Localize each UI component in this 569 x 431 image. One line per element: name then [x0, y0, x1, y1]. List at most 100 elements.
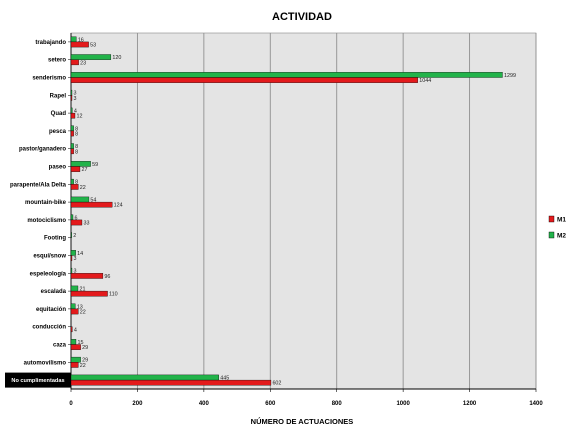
- category-label: No cumplimentadas: [11, 378, 64, 384]
- bar-m1: [70, 95, 73, 101]
- data-label-m1: 124: [114, 203, 123, 209]
- data-label-m2: 2: [73, 233, 76, 239]
- category-label: automovilismo: [24, 360, 67, 366]
- data-label-m2: 59: [92, 162, 98, 168]
- category-label: parapente/Ala Delta: [10, 182, 67, 188]
- bar-m2: [70, 161, 91, 167]
- bar-m1: [70, 379, 272, 386]
- bar-m2: [70, 339, 77, 345]
- bar-m2: [70, 267, 73, 274]
- category-label: motociclismo: [27, 218, 66, 224]
- data-label-m2: 3: [73, 269, 76, 275]
- bar-m1: [70, 148, 74, 155]
- x-tick-label: 1400: [529, 401, 543, 407]
- data-label-m1: 33: [83, 221, 89, 227]
- data-label-m1: 8: [75, 132, 78, 138]
- bar-m1: [70, 273, 104, 279]
- legend-swatch: [548, 231, 555, 239]
- bar-m2: [70, 196, 90, 203]
- data-label-m2: 3: [73, 91, 76, 97]
- bar-m1: [70, 219, 83, 226]
- data-label-m1: 22: [80, 185, 86, 191]
- bar-m2: [70, 107, 73, 114]
- category-label: trabajando: [35, 40, 66, 46]
- data-label-m2: 8: [75, 180, 78, 186]
- bar-m1: [70, 201, 113, 208]
- bar-m2: [70, 125, 74, 132]
- data-label-m2: 14: [77, 251, 83, 257]
- category-label: esquí/snow: [33, 254, 66, 260]
- category-label: Rapel: [50, 93, 67, 99]
- data-label-m2: 13: [77, 304, 83, 310]
- legend-label: M1: [557, 217, 566, 224]
- data-label-m1: 27: [81, 167, 87, 173]
- legend-swatch: [548, 215, 555, 223]
- data-label-m2: 16: [78, 37, 84, 43]
- category-label: escalada: [41, 289, 67, 295]
- data-label-m2: 54: [90, 198, 96, 204]
- bar-m1: [70, 255, 73, 261]
- bar-m1: [70, 41, 89, 48]
- data-label-m2: 8: [75, 144, 78, 150]
- bar-m2: [70, 178, 74, 185]
- bar-m2: [70, 54, 112, 60]
- legend-label: M2: [557, 233, 566, 240]
- bar-m1: [70, 344, 81, 350]
- bar-m2: [70, 143, 74, 149]
- bar-m2: [70, 214, 74, 221]
- chart-title: ACTIVIDAD: [272, 11, 332, 23]
- bar-m2: [70, 303, 76, 310]
- bar-m1: [70, 308, 79, 315]
- data-label-m1: 8: [75, 149, 78, 155]
- category-label: paseo: [49, 165, 67, 171]
- category-label: equitación: [36, 307, 66, 313]
- bar-m1: [70, 59, 79, 66]
- data-label-m2: 6: [74, 215, 77, 221]
- data-label-m1: 22: [80, 363, 86, 369]
- plot-background: [70, 32, 537, 390]
- bar-m1: [70, 130, 74, 137]
- data-label-m2: 445: [220, 376, 229, 382]
- bar-m2: [70, 374, 219, 381]
- x-tick-label: 1200: [463, 401, 477, 407]
- bar-m1: [70, 166, 81, 172]
- category-label-highlight: [5, 372, 71, 388]
- data-label-m1: 1044: [419, 78, 431, 84]
- category-label: setero: [48, 58, 66, 64]
- x-tick-label: 800: [332, 401, 343, 407]
- category-label: conducción: [32, 325, 66, 331]
- data-label-m1: 29: [82, 345, 88, 351]
- x-tick-label: 600: [265, 401, 276, 407]
- data-label-m2: 15: [77, 340, 83, 346]
- bar-m2: [70, 232, 72, 238]
- bar-m2: [70, 356, 81, 363]
- data-label-m1: 23: [80, 60, 86, 66]
- data-label-m2: 120: [112, 55, 121, 61]
- data-label-m1: 110: [109, 292, 118, 298]
- x-tick-label: 0: [69, 401, 73, 407]
- data-label-m1: 602: [272, 381, 281, 387]
- x-axis-label: NÚMERO DE ACTUACIONES: [251, 417, 354, 426]
- category-label: caza: [53, 343, 67, 349]
- category-label: Footing: [44, 236, 66, 242]
- data-label-m2: 4: [74, 109, 77, 115]
- category-label: pastor/ganadero: [19, 147, 66, 153]
- bar-m2: [70, 89, 73, 96]
- x-tick-label: 200: [132, 401, 143, 407]
- data-label-m1: 22: [80, 310, 86, 316]
- data-label-m1: 12: [76, 114, 82, 120]
- data-label-m2: 29: [82, 358, 88, 364]
- bar-m2: [70, 36, 77, 43]
- category-label: pesca: [49, 129, 67, 135]
- data-label-m2: 1299: [504, 73, 516, 79]
- category-label: Quad: [51, 111, 67, 117]
- bar-m2: [70, 72, 503, 78]
- data-label-m2: 8: [75, 126, 78, 132]
- category-label: senderismo: [32, 76, 66, 82]
- bar-m1: [70, 184, 79, 190]
- category-label: mountain-bike: [25, 200, 67, 206]
- data-label-m1: 4: [74, 327, 77, 333]
- plot-area: 0 200 400 600 800 1000 1200 1400 trabajando 16 53 s…: [5, 32, 543, 407]
- category-label: espeleología: [30, 271, 67, 277]
